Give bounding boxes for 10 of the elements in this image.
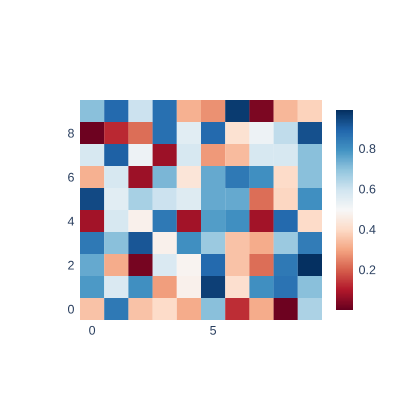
y-tick-label: 8 [68, 128, 74, 138]
color-bar-label: 0.6 [359, 184, 376, 194]
x-tick-label: 5 [210, 326, 216, 335]
color-bar-label: 0.8 [359, 144, 376, 154]
color-bar-label: 0.2 [359, 265, 376, 274]
y-tick-label: 0 [68, 304, 74, 314]
color-bar-label: 0.4 [359, 224, 376, 234]
y-tick-label: 4 [68, 216, 74, 226]
y-tick-label: 2 [68, 260, 74, 270]
y-tick-label: 6 [68, 172, 74, 182]
